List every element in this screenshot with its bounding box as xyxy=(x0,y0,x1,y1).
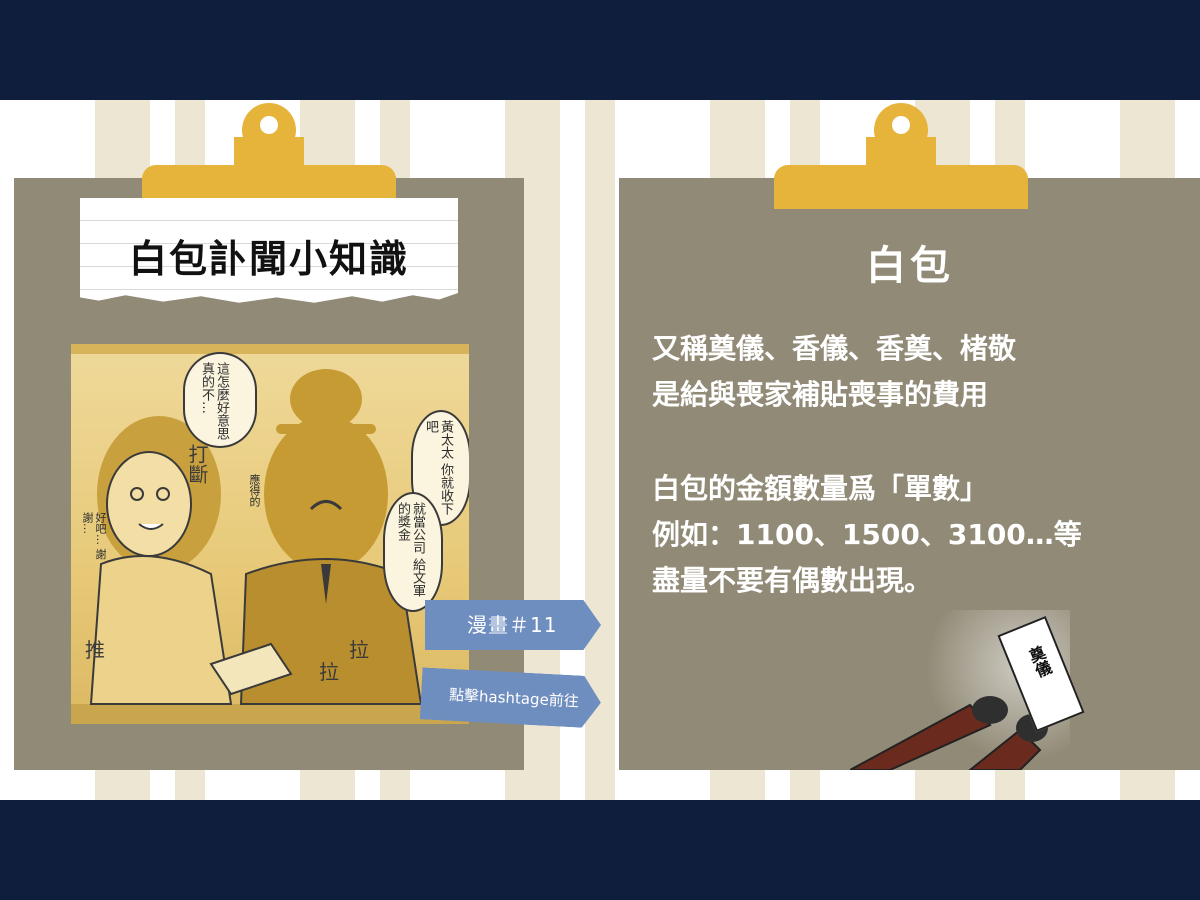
envelope-label: 奠儀 xyxy=(1024,643,1054,681)
speech-text-1: 這怎麼好意思 真的不… xyxy=(199,362,229,440)
amount-line-2: 例如：1100、1500、3100…等 xyxy=(652,518,1082,551)
definition-paragraph: 又稱奠儀、香儀、香奠、楮敬 是給與喪家補貼喪事的費用 xyxy=(652,326,1016,418)
title-paper: 白包訃聞小知識 xyxy=(80,198,458,303)
amount-line-1: 白包的金額數量爲「單數」 xyxy=(652,472,989,505)
right-card-title: 白包 xyxy=(866,243,954,289)
speech-bubble-3 xyxy=(383,492,443,612)
sfx-cut: 打斷 xyxy=(185,444,209,484)
speech-text-3: 就當公司 給文軍的獎金 xyxy=(395,502,425,598)
side-text-2: 應得的 xyxy=(248,474,261,507)
hashtag-link-tag[interactable]: 點擊hashtage前往 xyxy=(420,667,602,728)
speech-bubble-1 xyxy=(183,352,257,448)
sfx-pull-1: 拉 xyxy=(349,638,369,662)
bottom-band xyxy=(0,800,1200,900)
right-clip-icon xyxy=(774,103,1028,209)
sfx-pull-2: 拉 xyxy=(319,660,339,684)
sfx-push: 推 xyxy=(85,638,105,662)
comic-number-tag[interactable]: 漫畫＃11 xyxy=(425,600,601,650)
comic-illustration xyxy=(71,344,469,724)
left-card-title: 白包訃聞小知識 xyxy=(128,237,409,281)
left-clip-icon xyxy=(142,103,396,209)
top-band xyxy=(0,0,1200,100)
definition-line-2: 是給與喪家補貼喪事的費用 xyxy=(652,378,989,411)
side-text-1: 好吧… 謝謝… xyxy=(81,512,107,560)
right-board xyxy=(619,178,1200,770)
comic-panel[interactable]: 這怎麼好意思 真的不… 黃太太 你就收下吧 就當公司 給文軍的獎金 打斷 推 拉… xyxy=(71,344,469,724)
definition-line-1: 又稱奠儀、香儀、香奠、楮敬 xyxy=(652,332,1017,365)
amount-line-3: 盡量不要有偶數出現。 xyxy=(652,564,933,597)
speech-text-2: 黃太太 你就收下吧 xyxy=(423,420,453,516)
amount-paragraph: 白包的金額數量爲「單數」 例如：1100、1500、3100…等 盡量不要有偶數… xyxy=(652,466,1082,604)
